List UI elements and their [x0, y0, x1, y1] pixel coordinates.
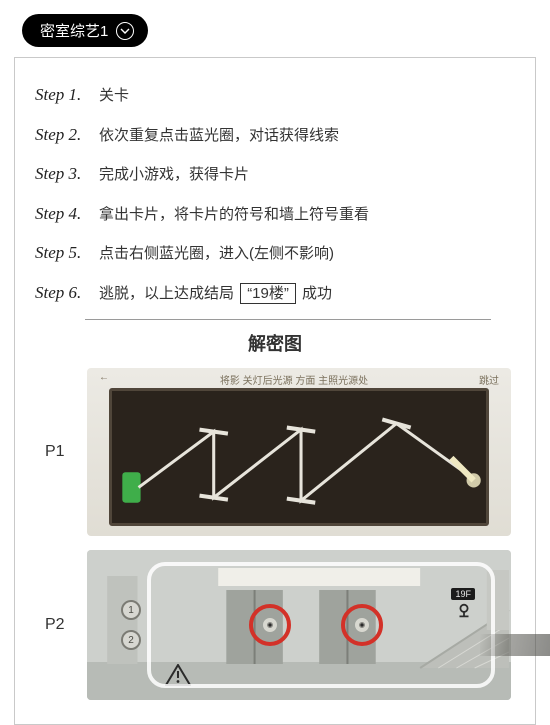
highlight-ring-left: [249, 604, 291, 646]
content-panel: Step 1. 关卡 Step 2. 依次重复点击蓝光圈，对话获得线索 Step…: [14, 57, 536, 725]
elevator-button-1[interactable]: 1: [121, 600, 141, 620]
step-row: Step 4. 拿出卡片，将卡片的符号和墙上符号重看: [35, 201, 521, 227]
step-text: 完成小游戏，获得卡片: [99, 164, 521, 187]
step-text: 点击右侧蓝光圈，进入(左侧不影响): [99, 243, 521, 266]
chevron-down-icon: [116, 22, 134, 40]
step-row: Step 6. 逃脱，以上达成结局 “19楼” 成功: [35, 280, 521, 306]
p1-hint-text: 将影 关灯后光源 方面 主照光源处: [220, 372, 368, 387]
step-text: 依次重复点击蓝光圈，对话获得线索: [99, 125, 521, 148]
figure-p2: 1 2 19F: [87, 550, 511, 700]
p1-beam-diagram: [112, 391, 486, 523]
elevator-buttons: 1 2: [121, 600, 141, 650]
elevator-button-2[interactable]: 2: [121, 630, 141, 650]
step-label: Step 5.: [35, 240, 99, 266]
step-label: Step 4.: [35, 201, 99, 227]
separator: [85, 319, 491, 320]
step-text: 拿出卡片，将卡片的符号和墙上符号重看: [99, 204, 521, 227]
skip-label: 跳过: [479, 372, 499, 387]
step-text: 逃脱，以上达成结局 “19楼” 成功: [99, 283, 521, 306]
section-pill[interactable]: 密室综艺1: [22, 14, 148, 47]
step6-suffix: 成功: [302, 285, 332, 302]
step6-boxed: “19楼”: [240, 283, 296, 304]
figure-p1-label: P1: [39, 443, 87, 461]
step-row: Step 1. 关卡: [35, 82, 521, 108]
diagram-title: 解密图: [29, 330, 521, 356]
figure-p2-label: P2: [39, 616, 87, 634]
figure-p1-row: P1 ← 将影 关灯后光源 方面 主照光源处 跳过: [39, 368, 511, 536]
p1-board: [109, 388, 489, 526]
floor-marker-icon: [455, 602, 473, 620]
section-pill-label: 密室综艺1: [40, 20, 108, 41]
step-row: Step 5. 点击右侧蓝光圈，进入(左侧不影响): [35, 240, 521, 266]
p1-topbar: ← 将影 关灯后光源 方面 主照光源处 跳过: [87, 372, 511, 387]
step-label: Step 2.: [35, 122, 99, 148]
p2-lobby-bg: [87, 550, 511, 700]
step-label: Step 6.: [35, 280, 99, 306]
figure-p1: ← 将影 关灯后光源 方面 主照光源处 跳过: [87, 368, 511, 536]
step6-prefix: 逃脱，以上达成结局: [99, 285, 234, 302]
step-label: Step 1.: [35, 82, 99, 108]
warning-icon: [165, 664, 191, 686]
corner-smudge: [480, 634, 550, 656]
back-icon: ←: [99, 372, 109, 387]
highlight-ring-right: [341, 604, 383, 646]
step-row: Step 2. 依次重复点击蓝光圈，对话获得线索: [35, 122, 521, 148]
figure-p2-row: P2 1 2: [39, 550, 511, 700]
floor-badge: 19F: [451, 588, 475, 600]
step-row: Step 3. 完成小游戏，获得卡片: [35, 161, 521, 187]
step-text: 关卡: [99, 85, 521, 108]
step-label: Step 3.: [35, 161, 99, 187]
